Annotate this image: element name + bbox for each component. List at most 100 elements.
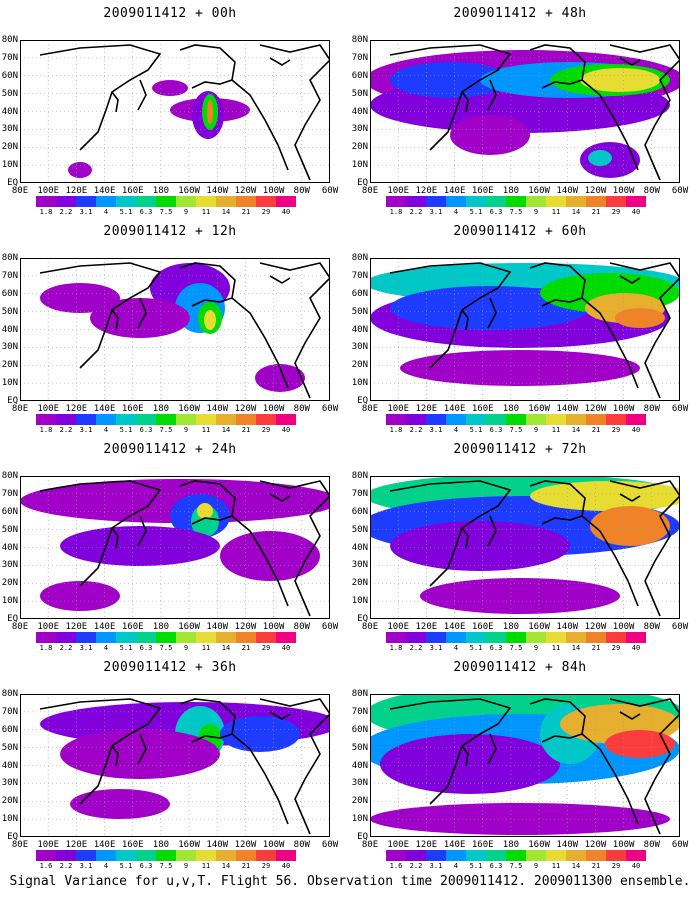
variance-contour xyxy=(370,803,670,835)
colorbar-swatch xyxy=(196,196,216,207)
colorbar-label: 14 xyxy=(571,644,581,652)
colorbar-swatch xyxy=(56,196,76,207)
y-tick-label: 50N xyxy=(1,88,18,99)
x-tick-label: 120W xyxy=(234,840,257,850)
y-tick-label: 10N xyxy=(351,378,368,389)
colorbar-label: 29 xyxy=(261,862,271,870)
colorbar-swatch xyxy=(566,414,586,425)
coastline xyxy=(619,275,641,284)
x-tick-label: 160E xyxy=(121,186,144,196)
colorbar-swatch xyxy=(56,414,76,425)
colorbar-label: 5.1 xyxy=(469,862,483,870)
colorbar-swatch xyxy=(256,632,276,643)
panel-title: 2009011412 + 48h xyxy=(453,6,587,21)
colorbar-swatch xyxy=(196,632,216,643)
colorbar-swatch xyxy=(546,414,566,425)
coastline xyxy=(191,79,233,89)
colorbar-swatch xyxy=(626,414,646,425)
colorbar-label: 1.8 xyxy=(389,644,403,652)
colorbar-label: 11 xyxy=(551,426,561,434)
map-canvas xyxy=(370,476,680,619)
map-frame xyxy=(370,694,680,837)
x-tick-label: 180 xyxy=(502,186,520,196)
y-tick-label: 30N xyxy=(351,560,368,571)
colorbar-label: 5.1 xyxy=(469,208,483,216)
colorbar-label: 1.8 xyxy=(389,208,403,216)
variance-contour xyxy=(390,521,570,571)
colorbar-label: 21 xyxy=(591,644,601,652)
y-tick-label: 60N xyxy=(351,506,368,517)
variance-contour xyxy=(40,283,120,313)
x-tick-label: 100W xyxy=(612,840,635,850)
colorbar-label: 29 xyxy=(611,208,621,216)
coastline xyxy=(487,515,497,547)
colorbar-label: 4 xyxy=(453,862,459,870)
colorbar-swatch xyxy=(236,414,256,425)
y-tick-label: 10N xyxy=(1,596,18,607)
colorbar-label: 11 xyxy=(201,644,211,652)
panel-title: 2009011412 + 12h xyxy=(103,224,237,239)
colorbar-swatch xyxy=(426,850,446,861)
colorbar-swatch xyxy=(406,850,426,861)
colorbar-label: 29 xyxy=(611,426,621,434)
y-tick-label: EQ xyxy=(7,178,18,188)
colorbar-swatch xyxy=(446,850,466,861)
x-tick-label: 100W xyxy=(262,404,285,414)
coastline xyxy=(487,79,497,111)
colorbar-swatch xyxy=(586,196,606,207)
map-frame xyxy=(20,476,330,619)
colorbar-label: 2.2 xyxy=(409,426,423,434)
colorbar-swatch xyxy=(486,196,506,207)
y-tick-label: 20N xyxy=(1,142,18,153)
colorbar-label: 9 xyxy=(533,208,539,216)
coastline xyxy=(191,515,233,525)
colorbar-label: 21 xyxy=(591,862,601,870)
map-canvas xyxy=(20,40,330,183)
colorbar-swatch xyxy=(276,850,296,861)
colorbar-swatch xyxy=(446,632,466,643)
colorbar-label: 40 xyxy=(281,208,291,216)
colorbar-swatch xyxy=(586,850,606,861)
colorbar-swatch xyxy=(36,850,56,861)
y-tick-label: 40N xyxy=(1,324,18,335)
coastline xyxy=(111,745,119,767)
coastline xyxy=(461,745,469,767)
colorbar-swatch xyxy=(256,850,276,861)
x-tick-label: 80E xyxy=(361,622,379,632)
colorbar-swatch xyxy=(156,632,176,643)
coastline xyxy=(619,493,641,502)
x-tick-label: 80E xyxy=(361,404,379,414)
colorbar-swatch xyxy=(486,414,506,425)
y-tick-label: 50N xyxy=(351,306,368,317)
y-tick-label: 20N xyxy=(1,578,18,589)
colorbar-label: 9 xyxy=(183,862,189,870)
x-tick-label: 120W xyxy=(234,404,257,414)
x-tick-label: 60W xyxy=(321,186,339,196)
coastline xyxy=(389,44,512,151)
colorbar-label: 2.2 xyxy=(59,644,73,652)
colorbar-label: 21 xyxy=(241,862,251,870)
colorbar-swatch xyxy=(406,414,426,425)
colorbar-label: 14 xyxy=(221,862,231,870)
y-tick-label: 30N xyxy=(1,342,18,353)
colorbar-swatch xyxy=(466,414,486,425)
x-tick-label: 180 xyxy=(152,404,170,414)
panel-title: 2009011412 + 00h xyxy=(103,6,237,21)
map-frame xyxy=(20,258,330,401)
y-tick-label: EQ xyxy=(357,832,368,842)
colorbar-label: 9 xyxy=(183,644,189,652)
coastline xyxy=(389,262,512,369)
colorbar-label: 3.1 xyxy=(429,862,443,870)
variance-contour xyxy=(390,62,510,98)
forecast-panel: 2009011412 + 36h 80N 70N 60N 50N 40N 30N 20N 10N… xyxy=(0,654,340,870)
map-canvas xyxy=(20,258,330,401)
y-tick-label: 60N xyxy=(1,288,18,299)
y-tick-label: 50N xyxy=(351,524,368,535)
variance-contour xyxy=(255,364,305,392)
colorbar xyxy=(36,632,296,643)
map-plot: 80N 70N 60N 50N 40N 30N 20N 10N EQ 80E 100E 120E 140… xyxy=(2,472,338,633)
colorbar-label: 29 xyxy=(261,208,271,216)
coastline xyxy=(111,91,119,113)
colorbar-label: 7.5 xyxy=(159,644,173,652)
colorbar-swatch xyxy=(156,414,176,425)
